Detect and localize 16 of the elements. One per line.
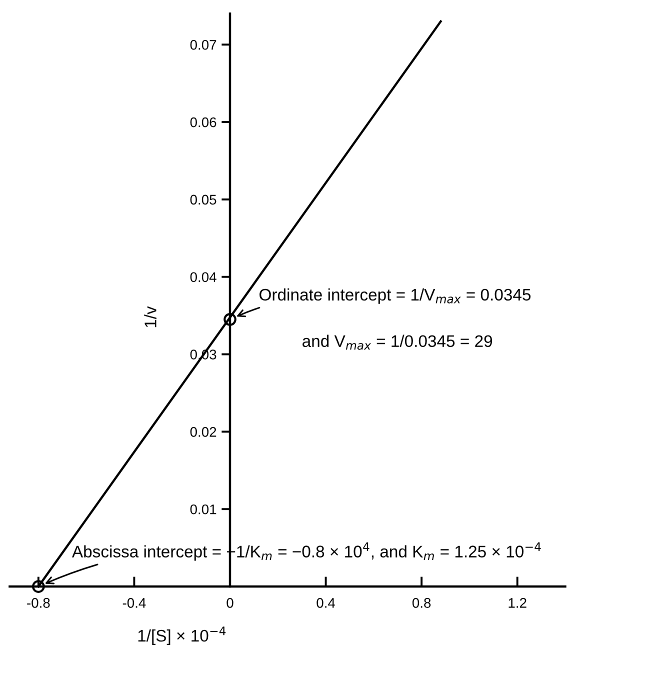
annotation: Ordinate intercept = 1/V$_{max}$ = 0.0345 bbox=[260, 288, 531, 304]
y-axis-title: 1/v bbox=[144, 306, 156, 328]
y-tick-label: 0.04 bbox=[190, 272, 216, 282]
y-tick-label: 0.05 bbox=[190, 194, 216, 205]
y-tick-label: 0.02 bbox=[190, 427, 216, 437]
y-tick-label: 0.07 bbox=[190, 40, 216, 50]
x-axis-title: 1/[S] × 10$^{−4}$ bbox=[138, 626, 226, 645]
x-tick-label: 1.2 bbox=[508, 598, 526, 608]
y-tick-label: 0.01 bbox=[190, 504, 216, 514]
x-tick-label: -0.4 bbox=[122, 598, 146, 608]
y-tick-label: 0.06 bbox=[190, 117, 216, 128]
x-tick-label: 0.8 bbox=[412, 598, 431, 608]
annotation: and V$_{max}$ = 1/0.0345 = 29 bbox=[302, 334, 492, 350]
x-tick-label: -0.8 bbox=[27, 598, 50, 608]
x-tick-label: 0 bbox=[226, 598, 234, 608]
x-tick-label: 0.4 bbox=[316, 598, 336, 608]
